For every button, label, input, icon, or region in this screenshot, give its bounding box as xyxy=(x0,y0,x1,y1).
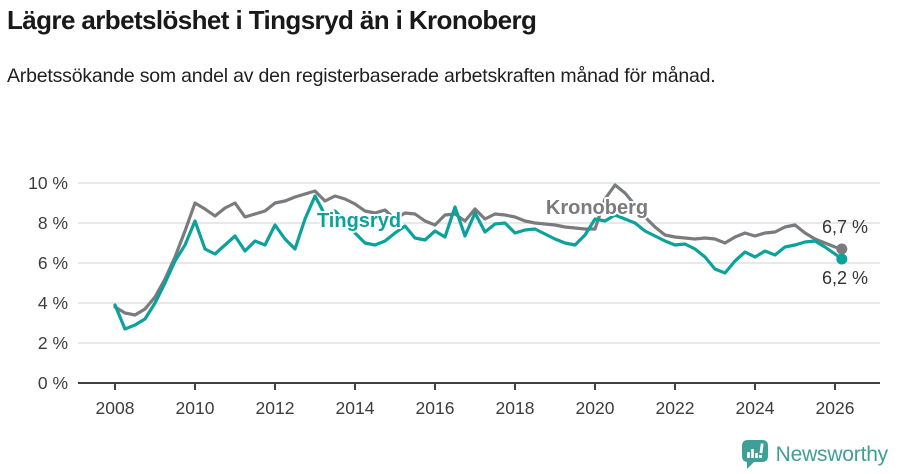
y-tick-label: 0 % xyxy=(38,373,68,393)
x-tick-label: 2014 xyxy=(336,398,375,418)
brand-name: Newsworthy xyxy=(775,442,889,466)
x-tick-label: 2020 xyxy=(576,398,615,418)
x-tick-label: 2026 xyxy=(816,398,855,418)
x-tick-label: 2010 xyxy=(176,398,215,418)
chart-subtitle: Arbetssökande som andel av den registerb… xyxy=(7,65,716,87)
end-value-label-kronoberg: 6,7 % xyxy=(822,217,868,237)
y-tick-label: 2 % xyxy=(38,333,68,353)
series-label-kronoberg: Kronoberg xyxy=(546,197,648,219)
y-tick-label: 8 % xyxy=(38,213,68,233)
end-dot-tingsryd xyxy=(836,253,848,265)
y-tick-label: 10 % xyxy=(28,173,68,193)
speech-bubble-bar-chart-icon xyxy=(741,440,768,469)
newsworthy-logo: Newsworthy xyxy=(741,439,888,470)
y-tick-label: 4 % xyxy=(38,293,68,313)
series-label-tingsryd: Tingsryd xyxy=(317,210,401,232)
x-tick-label: 2022 xyxy=(656,398,695,418)
x-tick-label: 2018 xyxy=(496,398,535,418)
x-tick-label: 2012 xyxy=(256,398,295,418)
x-tick-label: 2016 xyxy=(416,398,455,418)
series-line-kronoberg xyxy=(113,183,844,317)
series-line-tingsryd xyxy=(113,194,844,331)
end-dot-kronoberg xyxy=(836,243,848,255)
y-tick-label: 6 % xyxy=(38,253,68,273)
x-tick-label: 2024 xyxy=(736,398,775,418)
end-value-label-tingsryd: 6,2 % xyxy=(822,268,868,288)
page-title: Lägre arbetslöshet i Tingsryd än i Krono… xyxy=(7,5,537,35)
x-tick-label: 2008 xyxy=(96,398,135,418)
